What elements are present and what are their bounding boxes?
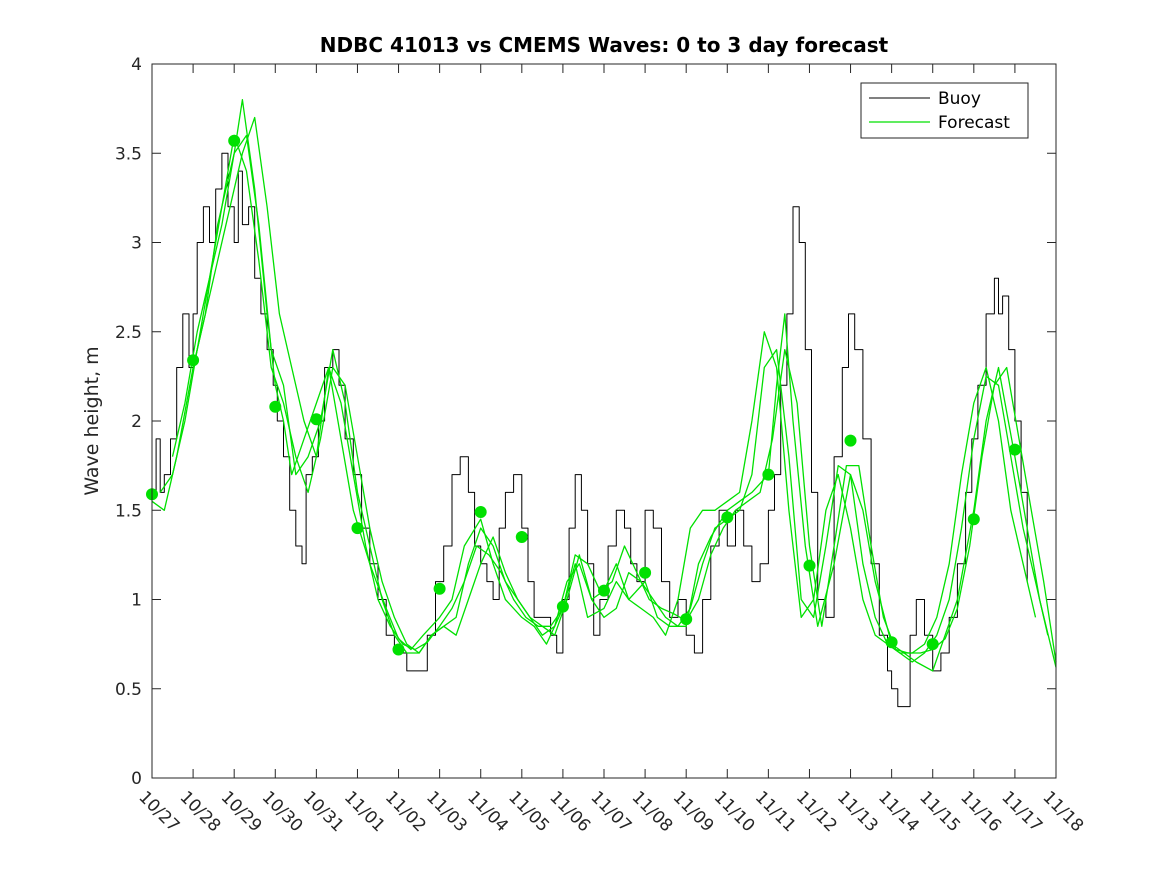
forecast-point-11 [598, 584, 610, 597]
forecast-point-15 [762, 468, 775, 481]
y-tick-label: 3.5 [115, 144, 142, 164]
forecast-point-1 [187, 354, 200, 367]
forecast-point-20 [967, 513, 980, 526]
forecast-point-21 [1008, 443, 1021, 456]
forecast-point-14 [721, 511, 734, 524]
y-tick-label: 4 [131, 55, 142, 75]
series-line-buoy [152, 152, 1028, 708]
y-tick-label: 2 [131, 412, 142, 432]
marker-layer [146, 134, 1021, 656]
forecast-point-7 [433, 582, 446, 595]
forecast-point-6 [392, 643, 405, 656]
forecast-point-17 [844, 434, 857, 447]
forecast-point-3 [269, 400, 282, 413]
legend: Buoy Forecast [860, 82, 1029, 139]
legend-label-forecast: Forecast [938, 113, 1010, 133]
axes-layer [151, 63, 1057, 779]
forecast-point-19 [926, 638, 939, 651]
y-tick-label: 1.5 [115, 501, 142, 521]
series-line-forecast-run-4 [192, 116, 1057, 663]
legend-label-buoy: Buoy [938, 89, 981, 109]
legend-box [860, 82, 1029, 139]
forecast-point-5 [351, 522, 364, 535]
plot-area [146, 99, 1057, 708]
forecast-point-10 [556, 600, 569, 613]
y-axis-label: Wave height, m [81, 346, 103, 495]
forecast-point-13 [680, 613, 693, 626]
y-tick-label: 0 [131, 769, 142, 789]
series-line-forecast-run-1 [151, 99, 1057, 672]
forecast-point-2 [228, 134, 241, 147]
forecast-point-4 [310, 413, 323, 426]
forecast-point-9 [515, 531, 528, 543]
y-tick-label: 3 [131, 234, 142, 254]
forecast-point-18 [885, 636, 898, 649]
y-tick-label: 2.5 [115, 323, 142, 343]
series-line-forecast-run-3 [171, 134, 1049, 663]
chart-title: NDBC 41013 vs CMEMS Waves: 0 to 3 day fo… [320, 33, 889, 57]
y-tick-label: 1 [131, 591, 142, 611]
y-tick-labels: 0 0.5 1 1.5 2 2.5 3 3.5 4 [115, 55, 142, 789]
forecast-point-16 [803, 559, 816, 572]
y-tick-label: 0.5 [115, 680, 142, 700]
forecast-point-12 [639, 566, 652, 579]
forecast-point-8 [474, 506, 487, 518]
